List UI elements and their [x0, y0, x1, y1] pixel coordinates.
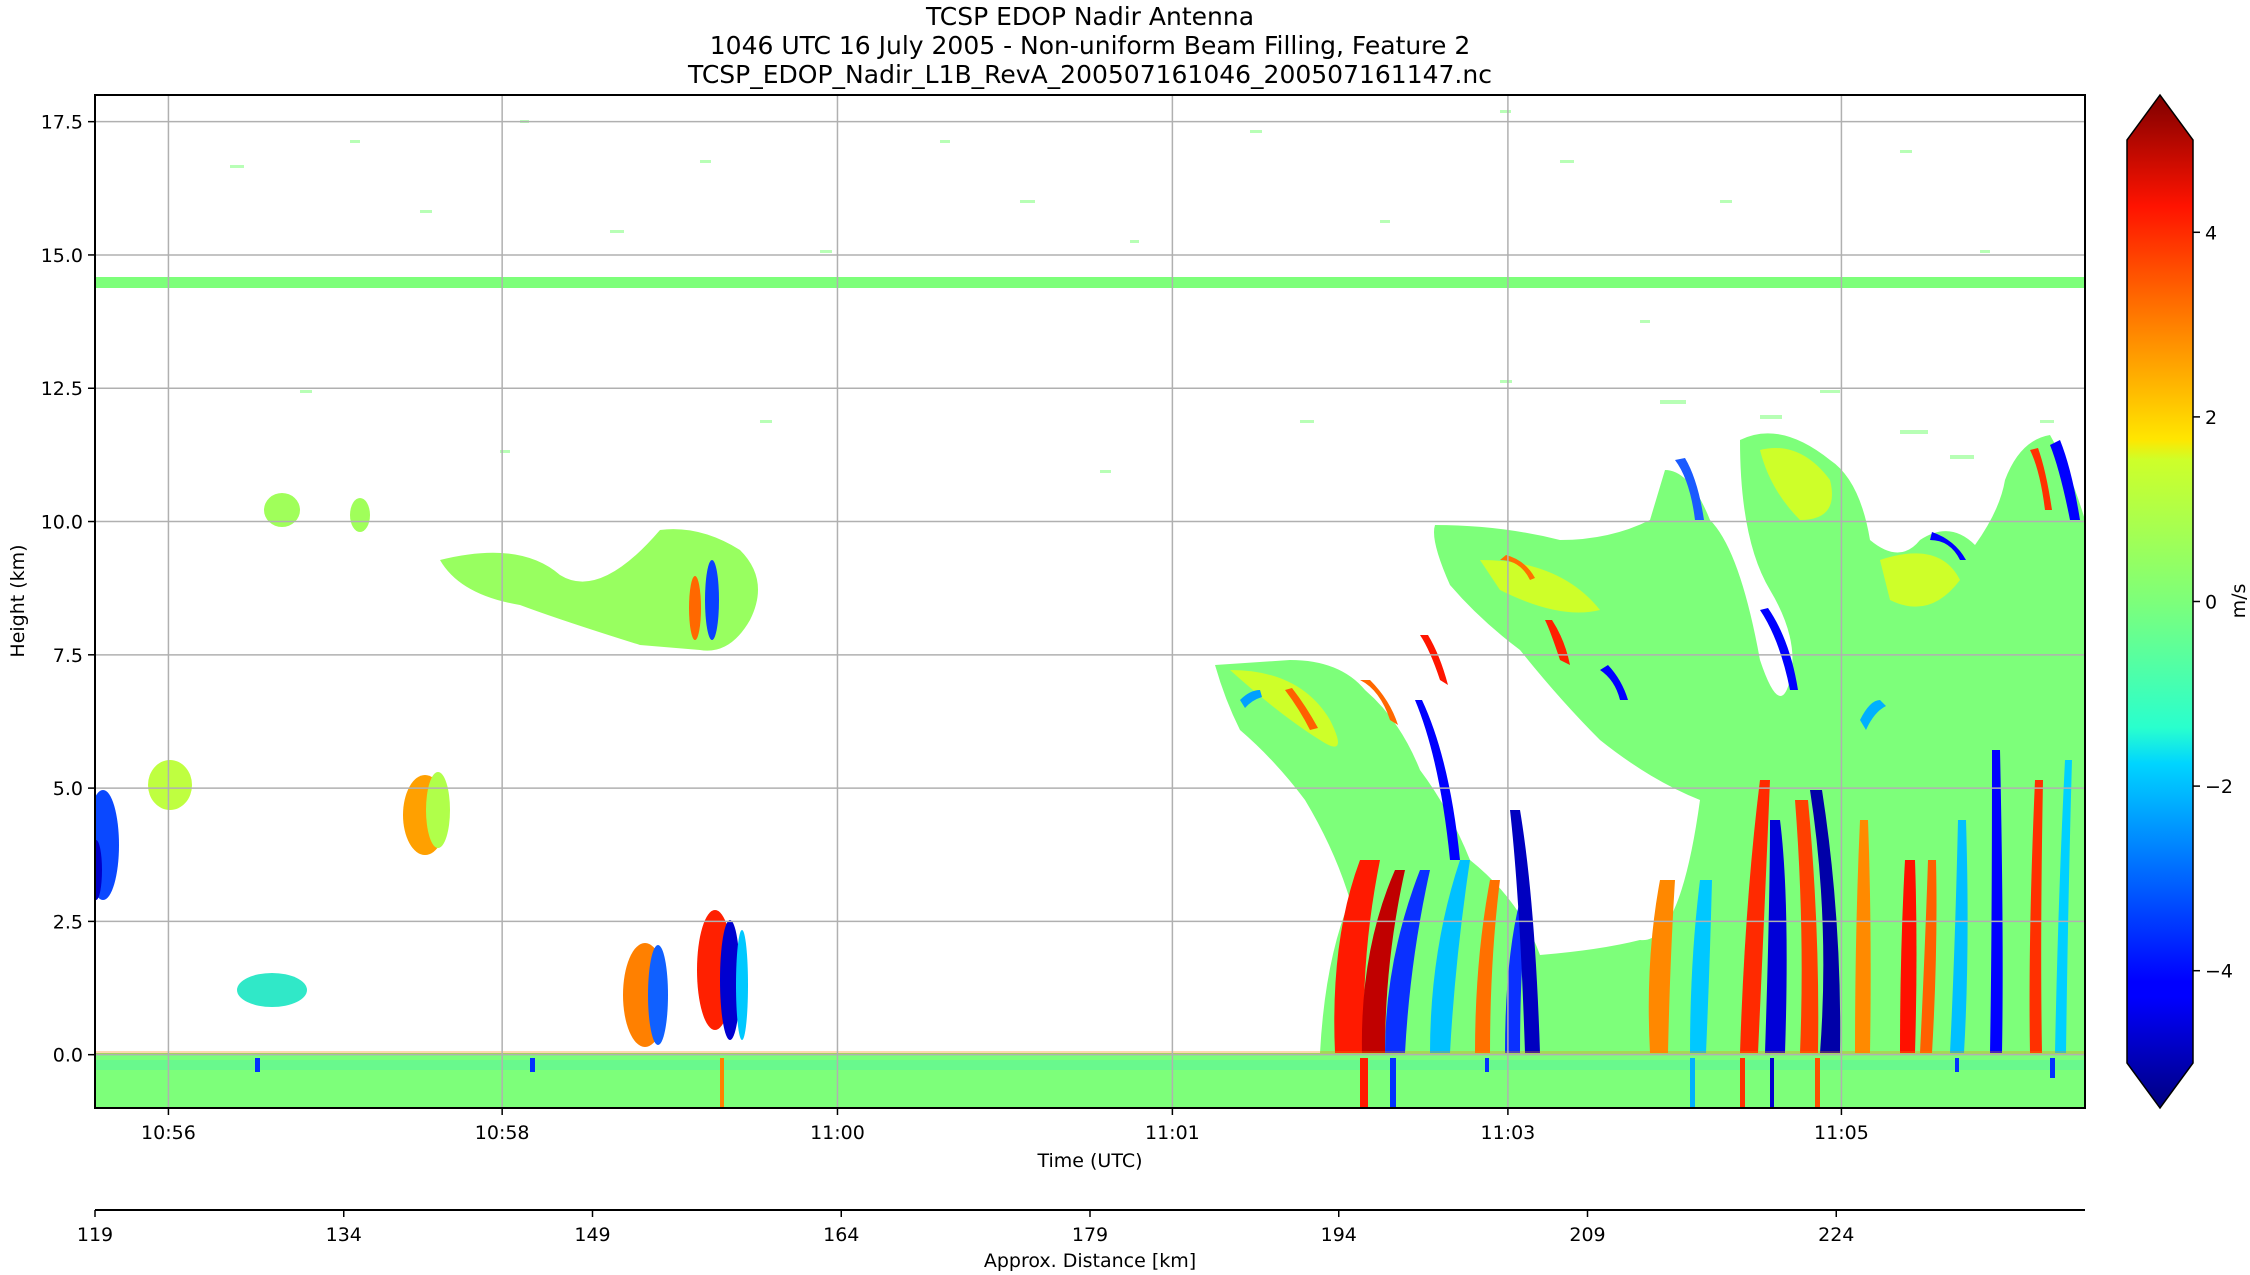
- colorbar-tick-label: 4: [2205, 222, 2217, 244]
- colorbar-tick-label: 2: [2205, 407, 2217, 429]
- echo-5km: [148, 760, 192, 810]
- colorbar-body: [2126, 93, 2194, 1110]
- radar-velocity-field: [95, 110, 2085, 1108]
- distance-tick-label: 224: [1818, 1224, 1854, 1246]
- distance-tick-label: 194: [1321, 1224, 1357, 1246]
- distance-tick-label: 119: [77, 1224, 113, 1246]
- x-tick-label: 10:58: [475, 1122, 530, 1144]
- y-tick-label: 0.0: [53, 1045, 83, 1067]
- x-tick-label: 11:01: [1145, 1122, 1200, 1144]
- chart-title-line-3: TCSP_EDOP_Nadir_L1B_RevA_200507161046_20…: [688, 60, 1492, 89]
- colorbar-tick-label: −2: [2205, 776, 2233, 798]
- distance-tick-label: 179: [1072, 1224, 1108, 1246]
- y-axis: 0.0 2.5 5.0 7.5 10.0 12.5 15.0 17.5: [41, 112, 95, 1067]
- echo-far-left: [95, 790, 119, 900]
- y-axis-label: Height (km): [7, 544, 29, 657]
- y-tick-label: 17.5: [41, 112, 83, 134]
- plot-frame: [94, 94, 2086, 1109]
- y-tick-label: 12.5: [41, 378, 83, 400]
- chart-title-line-1: TCSP EDOP Nadir Antenna: [925, 2, 1255, 31]
- colorbar-tick-label: 0: [2205, 592, 2217, 614]
- y-tick-label: 10.0: [41, 512, 83, 534]
- distance-tick-label: 164: [823, 1224, 859, 1246]
- x-tick-label: 11:00: [810, 1122, 865, 1144]
- distance-tick-label: 149: [574, 1224, 610, 1246]
- y-tick-label: 15.0: [41, 245, 83, 267]
- colorbar-tick-label: −4: [2205, 961, 2233, 983]
- surface-speckles: [95, 1051, 2085, 1108]
- colorbar: −4 −2 0 2 4 m/s: [2126, 93, 2250, 1110]
- x-axis-label: Time (UTC): [1036, 1150, 1142, 1172]
- distance-axis: 119 134 149 164 179 194 209 224: [77, 1210, 1854, 1246]
- colorbar-label: m/s: [2228, 584, 2250, 619]
- x-axis: 10:56 10:58 11:00 11:01 11:03 11:05: [141, 1108, 1869, 1144]
- x-tick-label: 10:56: [141, 1122, 196, 1144]
- y-tick-label: 2.5: [53, 911, 83, 933]
- chart-title-line-2: 1046 UTC 16 July 2005 - Non-uniform Beam…: [709, 31, 1471, 60]
- velocity-streaks: [1240, 440, 2080, 1053]
- noise-band: [95, 277, 2085, 288]
- grid-lines: [95, 95, 2085, 1108]
- y-tick-label: 5.0: [53, 778, 83, 800]
- upper-noise: [230, 110, 2054, 473]
- distance-tick-label: 134: [326, 1224, 362, 1246]
- surface-return-band: [95, 1060, 2085, 1070]
- echo-anvil-mid: [440, 529, 758, 651]
- distance-tick-label: 209: [1569, 1224, 1605, 1246]
- x-tick-label: 11:03: [1481, 1122, 1536, 1144]
- x-tick-label: 11:05: [1814, 1122, 1869, 1144]
- distance-axis-label: Approx. Distance [km]: [984, 1250, 1196, 1272]
- y-tick-label: 7.5: [53, 645, 83, 667]
- colorbar-ticks: −4 −2 0 2 4: [2193, 222, 2233, 983]
